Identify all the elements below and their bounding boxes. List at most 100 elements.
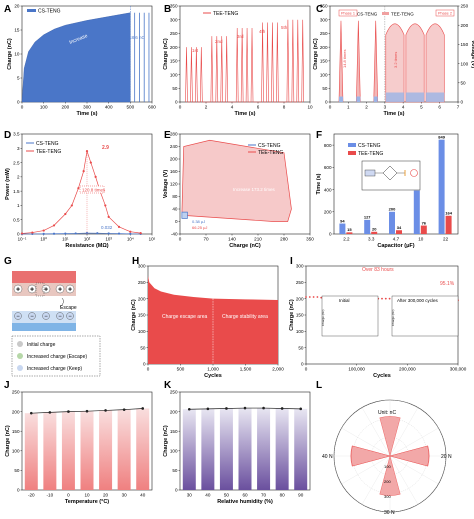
x-tick-label: 500 (126, 105, 134, 110)
cs-phase1-bar (338, 96, 343, 102)
x-tick-label: 140 (228, 237, 236, 242)
series-point (70, 204, 73, 207)
y-tick-label: 0 (325, 100, 328, 105)
panel-l-dir-20n: 20 N (441, 454, 452, 460)
positive-charge (13, 284, 23, 294)
x-tick-label: 100,000 (348, 367, 365, 372)
x-tick-label: 70 (261, 493, 267, 498)
data-label: 127 (364, 215, 371, 220)
panel-i-insets: Initial Charge (nC) After 300,000 cycles… (321, 295, 459, 337)
bar (24, 413, 38, 490)
x-tick-label: 3.3 (368, 237, 375, 242)
y-tick-label: 80 (172, 194, 178, 199)
panel-c-legend-swatch-tee (382, 12, 389, 15)
negative-charge (14, 312, 22, 320)
data-label: 200 (389, 207, 396, 212)
panel-letter-c: C (316, 4, 323, 15)
series-point (117, 225, 121, 228)
bar (43, 412, 57, 490)
panel-e-legend-label-cs: CS-TENG (258, 143, 281, 149)
x-tick-label: 600 (148, 105, 156, 110)
y-axis-label: Charge (nC) (5, 425, 11, 457)
y-tick-label: 300 (138, 264, 146, 269)
y-tick-label: 600 (324, 165, 332, 170)
panel-l-unit-label: Unit: nC (378, 410, 396, 416)
x-tick-label: 50 (224, 493, 230, 498)
series-point (381, 297, 383, 300)
bar-tee-teng (371, 231, 378, 234)
series-point (312, 296, 315, 298)
x-axis-label: Capacitor (μF) (377, 243, 414, 249)
series-line-cs-teng (21, 232, 141, 235)
x-tick-label: -10 (47, 493, 54, 498)
panel-letter-d: D (4, 130, 11, 141)
y-tick-label: 250 (320, 31, 328, 36)
y-tick-label: 50 (298, 345, 304, 350)
y-tick-label: 120 (170, 182, 178, 187)
x-tick-label: 0 (305, 367, 308, 372)
series-point (384, 297, 387, 300)
y-tick-label: 1.5 (13, 189, 20, 194)
bar (275, 408, 289, 490)
tee-phase2-dome (425, 23, 445, 103)
panel-d-legend-label-cs: CS-TENG (36, 141, 59, 147)
y-tick-label: 350 (170, 4, 178, 9)
bar-tee-teng (346, 232, 353, 234)
panel-b-label-2nd: 2nd (215, 39, 223, 44)
y-tick-label: 50 (140, 345, 146, 350)
polar-spoke (389, 407, 419, 457)
inset-final-ylabel: Charge (nC) (391, 309, 395, 326)
polar-sector-40n (389, 445, 430, 467)
x-tick-label: 10⁵ (149, 237, 156, 242)
polar-sector-30n (379, 455, 401, 496)
trend-point (104, 409, 107, 412)
y2-tick-label: 200 (461, 23, 469, 28)
bar-tee-teng (396, 230, 402, 234)
y-tick-label: -40 (171, 232, 178, 237)
y-tick-label: 250 (170, 31, 178, 36)
panel-d-legend-label-tee: TEE-TENG (36, 149, 61, 155)
inset-initial-ylabel: Charge (nC) (321, 309, 325, 326)
bar-tee-teng (420, 225, 427, 234)
x-tick-label: 0 (21, 105, 24, 110)
panel-h-stability-area-label: Charge stability area (222, 314, 268, 320)
y-tick-label: 150 (320, 59, 328, 64)
x-tick-label: 4 (231, 105, 234, 110)
bar (201, 408, 215, 490)
tee-phase1-spike (338, 20, 344, 103)
data-label: 15 (347, 227, 352, 232)
panel-i-retention-label: 95.1% (440, 281, 455, 287)
panel-b-label-1st: 1st (192, 48, 199, 53)
y-tick-label: 300 (296, 264, 304, 269)
panel-letters: A B C D E F G H I J K L (4, 4, 323, 391)
cs-phase1-bar (356, 96, 361, 102)
panel-f-plot: 0 200 400 600 800 Time (s) Capacitor (μF) 2.2 94… (316, 133, 459, 249)
series-point (107, 215, 110, 218)
data-label: 34 (397, 225, 402, 230)
y-axis-label: Charge (nC) (313, 38, 319, 70)
x-tick-label: 1,000 (207, 367, 219, 372)
panel-l-plot (333, 399, 447, 513)
series-point (308, 296, 311, 298)
voltmeter-icon (410, 169, 418, 177)
bar (257, 408, 271, 490)
bar (136, 408, 150, 490)
x-axis-label: Cycles (204, 373, 222, 379)
x-tick-label: 2 (365, 105, 368, 110)
y-tick-label: 0.5 (13, 217, 20, 222)
y-axis-label: Charge (nC) (289, 299, 295, 331)
y-tick-label: 100 (138, 329, 146, 334)
panel-h-plot: 0 50 100 150 200 250 300 Charge (nC) Cycles 0 500 1… (131, 264, 284, 379)
series-point (117, 232, 121, 235)
panel-letter-f: F (316, 130, 322, 141)
series-point (77, 187, 80, 190)
y-tick-label: 250 (296, 280, 304, 285)
polar-spoke (389, 427, 439, 457)
x-tick-label: 2 (205, 105, 208, 110)
bar-cs-teng (438, 139, 445, 234)
x-axis-label: Time (s) (77, 111, 98, 117)
panel-b-label-4th: 4th (259, 29, 266, 34)
negative-charge (28, 312, 36, 320)
